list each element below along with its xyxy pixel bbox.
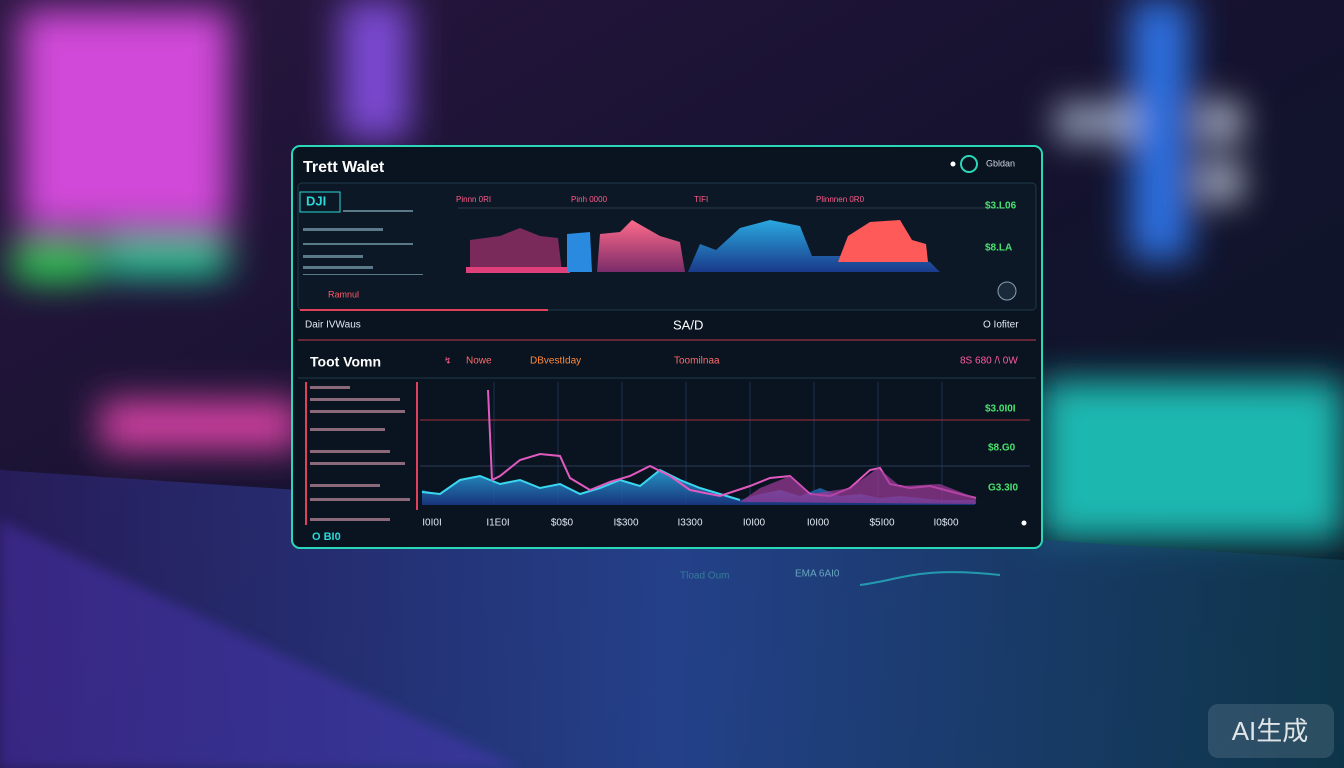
bar-left: Dair IVWaus bbox=[305, 320, 361, 331]
side-list bbox=[310, 386, 410, 521]
x-label: I0I0I bbox=[422, 518, 441, 529]
x-label: I$300 bbox=[613, 518, 638, 529]
main-area bbox=[740, 468, 976, 504]
main-value: $3.0I0I bbox=[985, 404, 1016, 415]
x-labels: I0I0I I1E0I $0$0 I$300 I3300 I0I00 I0I00 $5I00 I… bbox=[422, 518, 959, 529]
x-label: I0$00 bbox=[933, 518, 958, 529]
main-footer: O BI0 bbox=[312, 531, 341, 543]
top-value: $3.L06 bbox=[985, 201, 1017, 212]
x-label: I1E0I bbox=[486, 518, 509, 529]
top-chart-labels: Pinnn 0RI Pinh 0000 TIFI Plinnnen 0R0 bbox=[456, 195, 865, 204]
bokeh bbox=[10, 0, 1344, 540]
main-value: G3.3I0 bbox=[988, 483, 1018, 494]
main-line bbox=[421, 468, 741, 501]
status-dot bbox=[950, 161, 956, 167]
top-chart-footer: Ramnul bbox=[328, 289, 359, 299]
tab[interactable]: DBvestIday bbox=[530, 356, 581, 367]
status-dot bbox=[1021, 520, 1027, 526]
watermark-box bbox=[1208, 704, 1334, 758]
x-label: I0I00 bbox=[743, 518, 766, 529]
account-name[interactable]: Gbldan bbox=[986, 158, 1015, 168]
desk-glow bbox=[0, 520, 520, 768]
side-list bbox=[303, 210, 423, 275]
chart-badge: DJI bbox=[306, 193, 326, 208]
tab-icon: ↯ bbox=[444, 355, 452, 365]
reflection-line bbox=[859, 571, 1001, 586]
reflection-text: Tload Oum bbox=[680, 571, 729, 582]
chart-label: TIFI bbox=[694, 195, 708, 204]
main-title: Toot Vomn bbox=[310, 354, 381, 370]
chart-label: Pinh 0000 bbox=[571, 195, 608, 204]
range[interactable]: 8S 680 /\ 0W bbox=[960, 356, 1018, 367]
x-label: $0$0 bbox=[551, 518, 574, 529]
account-icon[interactable] bbox=[960, 155, 978, 173]
badge-frame bbox=[299, 191, 341, 213]
tab[interactable]: Nowe bbox=[466, 356, 492, 367]
expand-button[interactable] bbox=[997, 281, 1017, 301]
watermark: AI生成 bbox=[1232, 716, 1309, 746]
bar-right[interactable]: O Iofiter bbox=[983, 320, 1019, 331]
top-areas bbox=[466, 220, 940, 273]
chart-label: Pinnn 0RI bbox=[456, 195, 491, 204]
x-label: I0I00 bbox=[807, 518, 830, 529]
top-value: $8.LA bbox=[985, 243, 1012, 254]
main-value: $8.G0 bbox=[988, 443, 1016, 454]
x-label: $5I00 bbox=[869, 518, 894, 529]
bar-center: SA/D bbox=[673, 317, 703, 332]
reflection-text: EMA 6AI0 bbox=[795, 569, 840, 580]
app-title: Trett Walet bbox=[303, 159, 385, 176]
chart-label: Plinnnen 0R0 bbox=[816, 195, 865, 204]
x-label: I3300 bbox=[677, 518, 702, 529]
tab[interactable]: Toomilnaa bbox=[674, 356, 720, 367]
